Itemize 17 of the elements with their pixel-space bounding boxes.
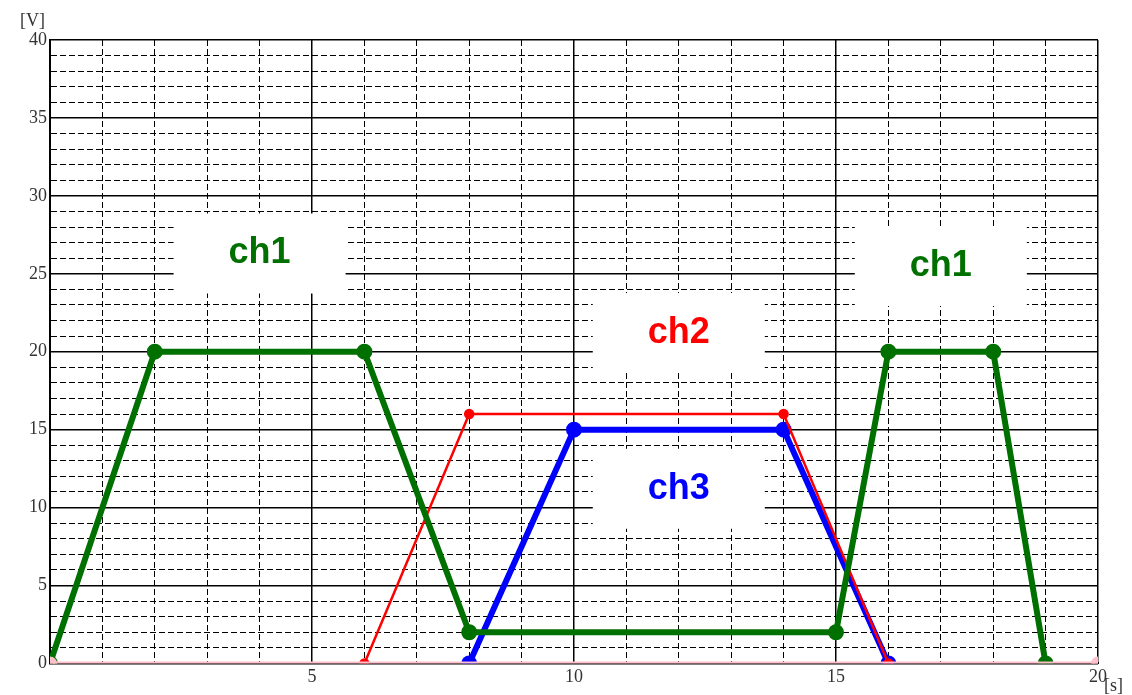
y-tick-label: 30 xyxy=(29,184,47,205)
y-tick-label: 15 xyxy=(29,418,47,439)
x-tick-label: 15 xyxy=(827,665,845,686)
series-label: ch3 xyxy=(647,465,710,507)
y-tick-label: 5 xyxy=(38,574,47,595)
y-tick-label: 25 xyxy=(29,262,47,283)
series-label: ch1 xyxy=(909,242,972,284)
text: ch1 xyxy=(228,230,291,272)
y-tick-label: 40 xyxy=(29,28,47,49)
y-tick-label: 35 xyxy=(29,106,47,127)
series-label: ch2 xyxy=(647,309,710,351)
y-tick-label: 10 xyxy=(29,496,47,517)
x-tick-label: 10 xyxy=(565,665,583,686)
x-tick-label: 5 xyxy=(307,665,317,686)
y-tick-label: 0 xyxy=(38,652,47,673)
y-tick-label: 20 xyxy=(29,340,47,361)
y-axis-title: [V] xyxy=(20,9,45,30)
